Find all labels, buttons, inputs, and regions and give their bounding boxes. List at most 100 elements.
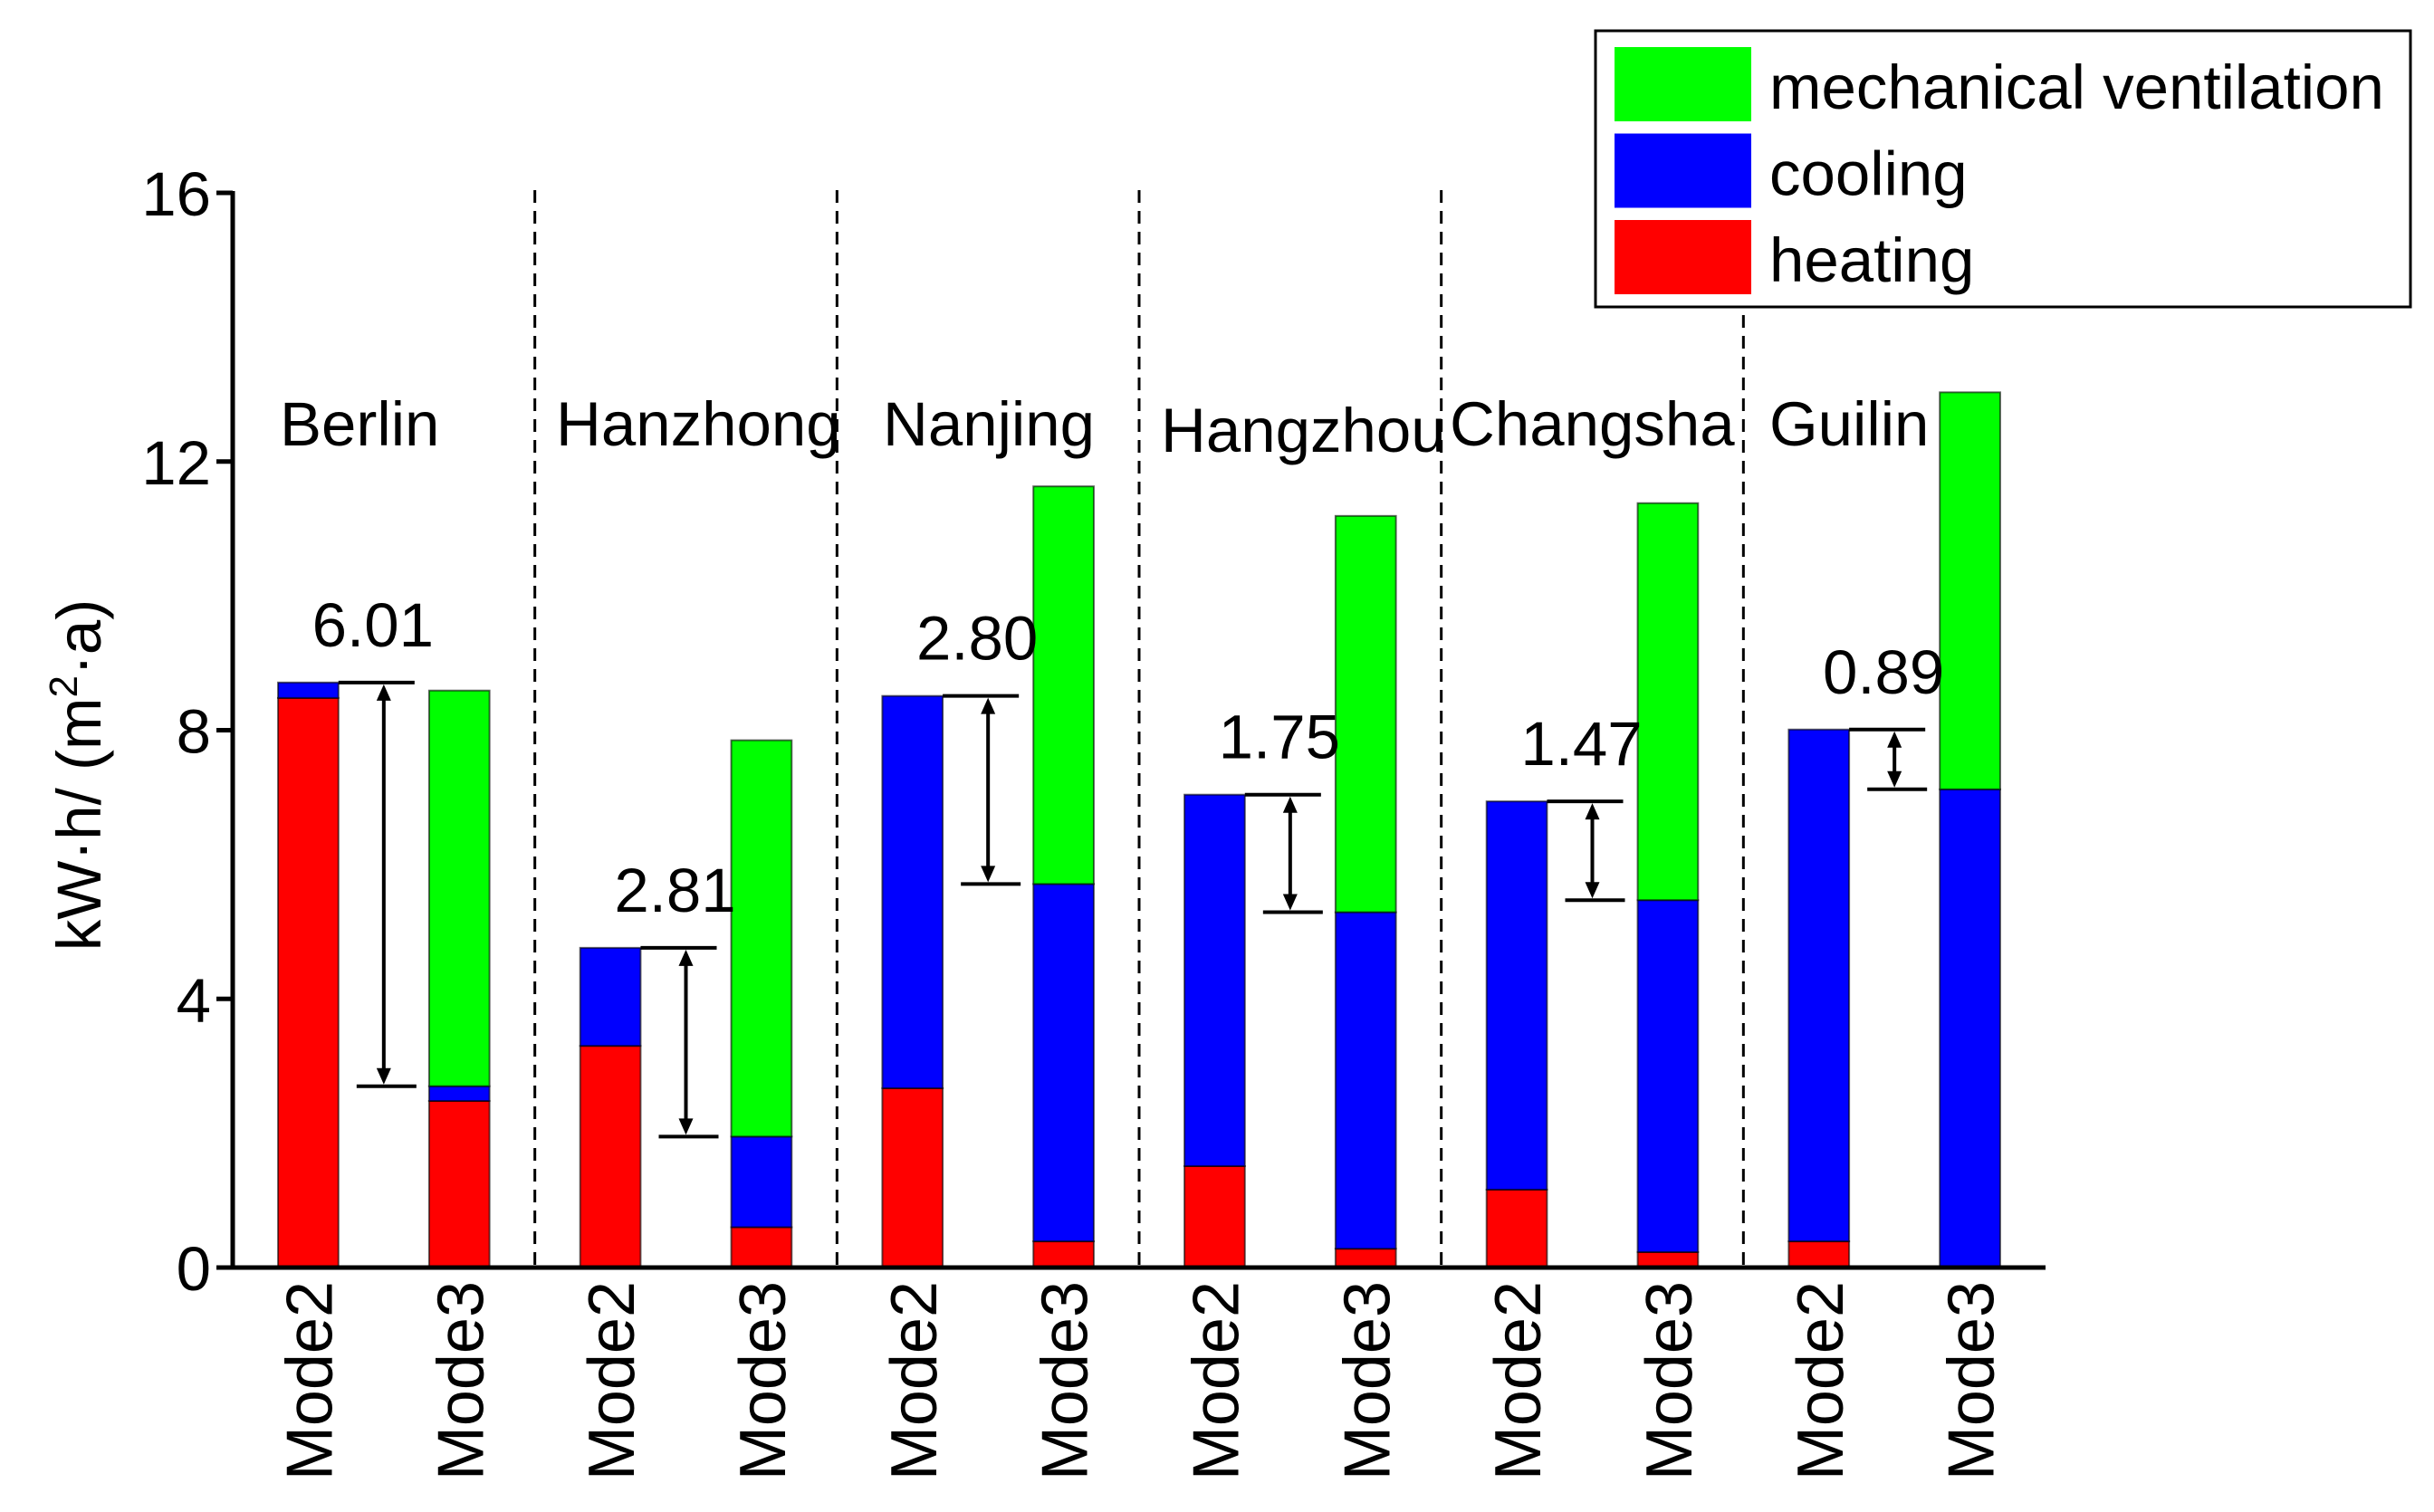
bar-changsha-mode3 [1636, 502, 1700, 1269]
annotation-arrowhead-down [1585, 882, 1600, 899]
bar-hanzhong-mode2 [579, 946, 642, 1269]
bar-hangzhou-mode3 [1334, 514, 1397, 1269]
bar-segment-heating [1636, 1250, 1700, 1269]
y-tick-label: 12 [141, 428, 211, 498]
bar-nanjing-mode2 [881, 694, 944, 1269]
annotation-nanjing: 2.80 [916, 604, 1038, 886]
annotation-label: 2.81 [614, 856, 735, 925]
bar-hangzhou-mode2 [1183, 793, 1246, 1269]
x-tick-labels: Mode2 Mode3 Mode2 Mode3 Mode2 Mode3 Mode2 Mode3… [273, 1281, 2008, 1480]
bar-segment-heating [881, 1086, 944, 1269]
bar-segment-cooling [277, 681, 340, 699]
annotation-arrowhead-up [1887, 731, 1902, 748]
legend-swatch [1615, 220, 1751, 294]
bar-hanzhong-mode3 [730, 739, 793, 1269]
bar-segment-heating [1334, 1248, 1397, 1269]
bar-segment-mechanical-ventilation [1939, 391, 2001, 790]
group-label-changsha: Changsha [1450, 389, 1735, 459]
group-label-hanzhong: Hanzhong [556, 389, 841, 459]
annotation-label: 2.80 [916, 604, 1038, 674]
annotation-arrowhead-down [678, 1118, 694, 1135]
bar-segment-mechanical-ventilation [427, 689, 491, 1087]
group-labels: Berlin Hanzhong Nanjing Hangzhou Changsha Gui… [280, 389, 1929, 465]
bar-berlin-mode2 [277, 681, 340, 1268]
bar-nanjing-mode3 [1032, 485, 1095, 1269]
bar-guilin-mode2 [1787, 728, 1851, 1269]
bar-guilin-mode3 [1939, 391, 2001, 1268]
bar-segment-cooling [1485, 800, 1548, 1191]
x-tick-label: Mode2 [1180, 1281, 1252, 1480]
x-tick-label: Mode3 [425, 1281, 497, 1480]
annotation-arrowhead-up [1282, 796, 1298, 813]
y-axis-label: kW·h/ (m2·a) [42, 599, 114, 952]
bar-segment-cooling [1183, 793, 1246, 1167]
bar-segment-heating [579, 1045, 642, 1269]
group-label-nanjing: Nanjing [883, 389, 1095, 459]
bar-segment-mechanical-ventilation [1032, 485, 1095, 885]
annotation-hanzhong: 2.81 [614, 856, 736, 1139]
annotation-arrowhead-up [678, 949, 694, 966]
legend-item-mechanical-ventilation: mechanical ventilation [1615, 47, 2384, 122]
annotation-guilin: 0.89 [1823, 637, 1944, 791]
bar-segment-cooling [1787, 728, 1851, 1243]
bar-berlin-mode3 [427, 689, 491, 1269]
bar-segment-cooling [579, 946, 642, 1048]
bar-segment-cooling [730, 1135, 793, 1229]
group-label-guilin: Guilin [1769, 389, 1929, 459]
bar-segment-cooling [1334, 911, 1397, 1250]
group-label-berlin: Berlin [280, 389, 439, 459]
annotation-arrowhead-up [376, 684, 391, 701]
legend-label: mechanical ventilation [1769, 53, 2384, 122]
legend-label: heating [1769, 225, 1974, 295]
bar-segment-heating [1485, 1188, 1548, 1269]
y-axis-label-rest: ·a) [44, 599, 114, 675]
group-label-hangzhou: Hangzhou [1161, 396, 1446, 465]
y-tick-label: 8 [177, 697, 211, 767]
annotation-arrowhead-up [981, 697, 996, 714]
legend-item-heating: heating [1615, 220, 1974, 295]
x-tick-label: Mode2 [878, 1281, 951, 1480]
bar-segment-cooling [1939, 788, 2001, 1268]
annotation-changsha: 1.47 [1520, 709, 1643, 903]
annotation-arrowhead-down [376, 1067, 391, 1085]
group-separators [533, 190, 1745, 1268]
bar-segment-cooling [881, 694, 944, 1089]
x-tick-label: Mode3 [1331, 1281, 1404, 1480]
annotation-label: 1.47 [1520, 709, 1642, 779]
legend-label: cooling [1769, 139, 1968, 209]
legend-item-cooling: cooling [1615, 133, 1968, 209]
annotation-arrowhead-down [981, 866, 996, 883]
bar-changsha-mode2 [1485, 800, 1548, 1269]
y-axis-label-main: kW·h/ (m [44, 698, 114, 952]
bar-segment-heating [730, 1226, 793, 1269]
axes: 0 4 8 12 16 [141, 159, 2046, 1304]
annotation-arrowhead-down [1282, 894, 1298, 911]
bar-segment-cooling [427, 1085, 491, 1103]
bar-segment-cooling [1032, 883, 1095, 1243]
y-tick-label: 16 [141, 159, 211, 229]
bar-segment-mechanical-ventilation [1636, 502, 1700, 902]
bar-segment-cooling [1636, 899, 1700, 1253]
y-tick-label: 0 [177, 1234, 211, 1304]
bars [277, 391, 2001, 1269]
legend-swatch [1615, 47, 1751, 121]
bar-segment-heating [1032, 1240, 1095, 1269]
annotation-arrowhead-up [1585, 803, 1600, 820]
legend: mechanical ventilation cooling heating [1594, 29, 2412, 309]
annotation-label: 6.01 [312, 590, 434, 660]
x-tick-label: Mode2 [273, 1281, 346, 1480]
bar-segment-mechanical-ventilation [1334, 514, 1397, 914]
x-tick-label: Mode2 [1482, 1281, 1555, 1480]
bar-segment-mechanical-ventilation [730, 739, 793, 1138]
annotation-label: 0.89 [1823, 637, 1944, 707]
annotation-arrowhead-down [1887, 770, 1902, 788]
bar-segment-heating [277, 696, 340, 1268]
bar-segment-heating [427, 1100, 491, 1269]
legend-swatch [1615, 133, 1751, 208]
x-tick-label: Mode3 [1030, 1281, 1102, 1480]
x-tick-label: Mode2 [576, 1281, 648, 1480]
x-tick-label: Mode3 [1936, 1281, 2008, 1480]
annotation-hangzhou: 1.75 [1219, 703, 1340, 914]
y-axis-label-superscript: 2 [42, 675, 86, 697]
